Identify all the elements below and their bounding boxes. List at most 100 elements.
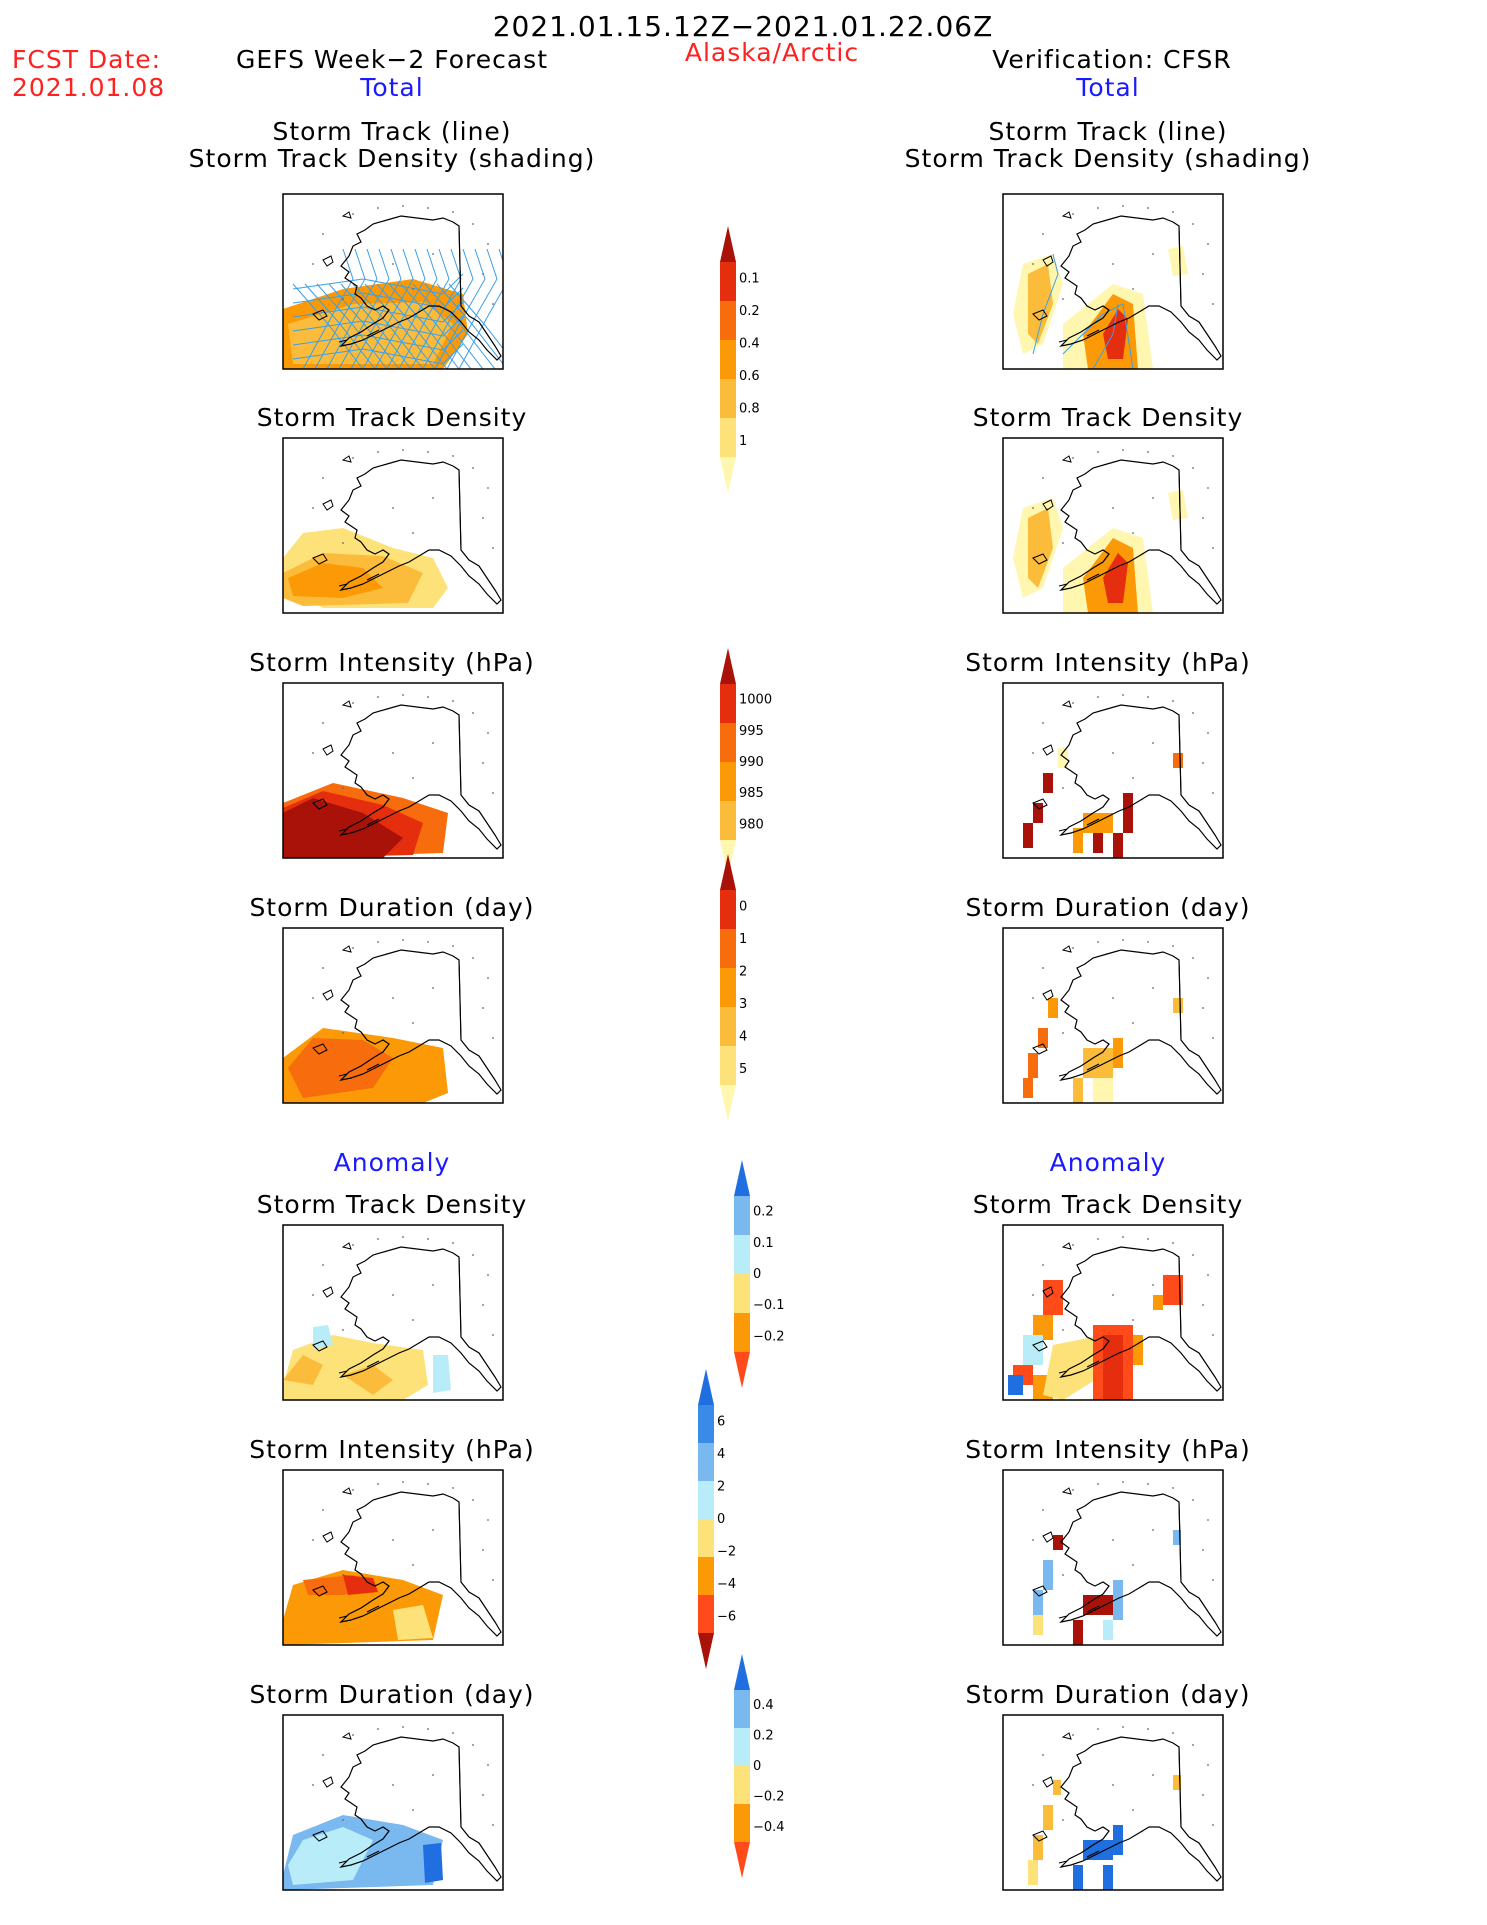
colorbar-tick-label: 3 xyxy=(739,997,747,1012)
colorbar-tick-label: 0.2 xyxy=(753,1205,774,1220)
colorbar-segment xyxy=(698,1595,714,1633)
colorbar-tick-label: 1 xyxy=(739,932,747,947)
colorbar-tick-label: 0.1 xyxy=(753,1236,774,1251)
shading-region xyxy=(1073,1078,1083,1103)
shading-region xyxy=(288,563,383,598)
colorbar-tick-label: 0 xyxy=(753,1267,761,1282)
colorbar-top-arrow xyxy=(720,854,736,890)
colorbar-segment xyxy=(698,1519,714,1557)
map-panel-l0 xyxy=(282,193,504,370)
right-title-density: Storm Track Density xyxy=(972,403,1244,432)
map-panel-r5 xyxy=(1002,1469,1224,1646)
panel-frame xyxy=(1002,437,1224,614)
map-panel-r2 xyxy=(1002,682,1224,859)
panel-frame xyxy=(1002,1714,1224,1891)
colorbar-tick-label: 0.1 xyxy=(739,271,760,286)
panel-frame xyxy=(282,1714,504,1891)
shading-region xyxy=(1173,1775,1181,1790)
map-panel-l6 xyxy=(282,1714,504,1891)
colorbar-tick-label: 2 xyxy=(739,964,747,979)
colorbar-segment xyxy=(720,723,736,762)
colorbar-tick-label: −4 xyxy=(717,1577,736,1592)
colorbar-bottom-arrow xyxy=(720,1085,736,1121)
colorbar-segment xyxy=(720,968,736,1007)
left-anomaly-label: Anomaly xyxy=(333,1148,451,1177)
shading-region xyxy=(283,798,403,858)
left-title-anom-density: Storm Track Density xyxy=(256,1190,528,1219)
colorbar-tick-label: −0.1 xyxy=(753,1298,785,1313)
shading-region xyxy=(1043,773,1053,793)
shading-region xyxy=(1028,1860,1038,1885)
shading-region xyxy=(283,1355,323,1385)
left-title-density: Storm Track Density xyxy=(256,403,528,432)
colorbar-segment xyxy=(734,1804,750,1842)
colorbar-segment xyxy=(698,1481,714,1519)
shading-region xyxy=(1043,1280,1063,1315)
left-title-duration: Storm Duration (day) xyxy=(249,893,535,922)
colorbar-segment xyxy=(734,1313,750,1352)
verification-title: Verification: CFSR xyxy=(992,45,1232,74)
shading-region xyxy=(1093,1078,1113,1103)
colorbar-tick-label: 0.2 xyxy=(753,1729,774,1744)
panel-frame xyxy=(282,927,504,1104)
map-panel-l4 xyxy=(282,1224,504,1401)
colorbar-segment xyxy=(720,762,736,801)
shading-region xyxy=(1113,1038,1123,1068)
colorbar-segment xyxy=(698,1405,714,1443)
map-panel-r0 xyxy=(1002,193,1224,370)
colorbar-tick-label: 0 xyxy=(753,1759,761,1774)
colorbar-bottom-arrow xyxy=(698,1633,714,1669)
shading-region xyxy=(1033,1615,1043,1635)
colorbar-segment xyxy=(698,1443,714,1481)
colorbar-tick-label: −6 xyxy=(717,1610,736,1625)
panel-frame xyxy=(282,1469,504,1646)
right-anomaly-label: Anomaly xyxy=(1049,1148,1167,1177)
colorbar-tick-label: 4 xyxy=(717,1447,725,1462)
shading-region xyxy=(393,1605,433,1640)
shading-region xyxy=(1033,1835,1043,1860)
map-panel-r6 xyxy=(1002,1714,1224,1891)
right-title-anom-duration: Storm Duration (day) xyxy=(965,1680,1251,1709)
shading-region xyxy=(343,1365,393,1395)
shading-region xyxy=(1168,490,1188,520)
colorbar-top-arrow xyxy=(720,226,736,262)
shading-region xyxy=(343,1575,378,1595)
colorbar-anom-density: 0.2 0.1 0 −0.1 −0.2 xyxy=(734,1160,785,1388)
shading-region xyxy=(1023,1078,1033,1098)
panel-frame xyxy=(1002,1469,1224,1646)
colorbar-segment xyxy=(720,801,736,840)
map-panel-r4 xyxy=(1002,1224,1224,1401)
shading-region xyxy=(1033,1590,1043,1615)
right-title-anom-density: Storm Track Density xyxy=(972,1190,1244,1219)
panel-frame xyxy=(1002,193,1224,370)
shading-region xyxy=(1043,1805,1053,1830)
fcst-date-value: 2021.01.08 xyxy=(12,73,166,102)
colorbar-tick-label: 0 xyxy=(717,1512,725,1527)
panel-frame xyxy=(1002,927,1224,1104)
map-panel-r3 xyxy=(1002,927,1224,1104)
colorbar-tick-label: 990 xyxy=(739,755,764,770)
colorbar-tick-label: 6 xyxy=(717,1414,725,1429)
shading-region xyxy=(1053,1780,1061,1795)
colorbar-segment xyxy=(720,301,736,340)
verification-total-label: Total xyxy=(1076,73,1140,102)
storm-track-lines xyxy=(1032,253,1134,369)
colorbar-tick-label: 5 xyxy=(739,1062,747,1077)
colorbar-tick-label: −0.2 xyxy=(753,1329,785,1344)
colorbar-tick-label: 995 xyxy=(739,724,764,739)
colorbar-anom-intensity: 6 4 2 0 −2 −4 −6 xyxy=(698,1369,736,1669)
colorbar-density: 0.1 0.2 0.4 0.6 0.8 1 xyxy=(720,226,760,493)
colorbar-segment xyxy=(720,890,736,929)
colorbar-tick-label: 985 xyxy=(739,786,764,801)
shading-region xyxy=(1173,753,1183,768)
shading-region xyxy=(1153,1295,1163,1310)
colorbar-segment xyxy=(734,1728,750,1766)
colorbar-segment xyxy=(734,1196,750,1235)
colorbar-top-arrow xyxy=(698,1369,714,1405)
colorbar-segment xyxy=(734,1274,750,1313)
shading-region xyxy=(1058,748,1068,768)
colorbar-duration: 0 1 2 3 4 5 xyxy=(720,854,747,1121)
colorbar-segment xyxy=(734,1766,750,1804)
shading-region xyxy=(1163,1275,1183,1305)
